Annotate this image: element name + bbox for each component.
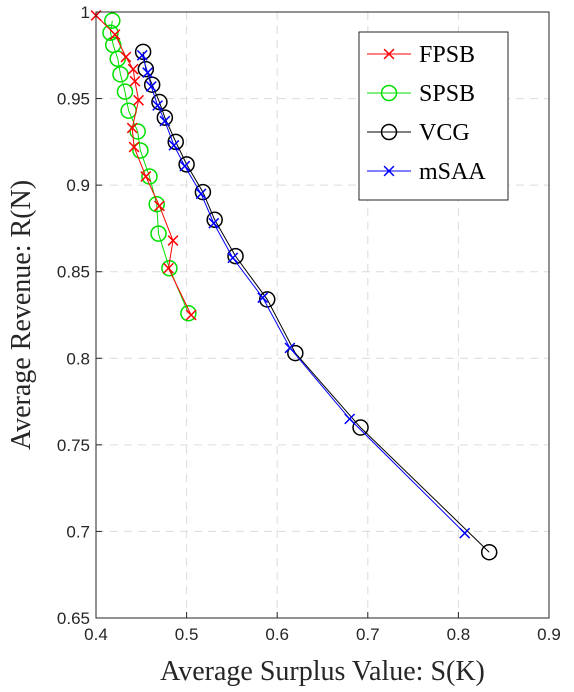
data-point-vcg	[206, 211, 223, 229]
series-msaa	[136, 49, 471, 539]
y-tick-label: 0.75	[57, 436, 90, 455]
data-point-msaa	[227, 252, 239, 264]
data-point-fpsb	[133, 94, 145, 106]
data-point-msaa	[145, 81, 157, 92]
legend-label-vcg: VCG	[419, 120, 470, 146]
data-point-msaa	[179, 160, 191, 172]
data-point-msaa	[168, 139, 180, 151]
data-point-msaa	[142, 67, 154, 79]
data-point-fpsb	[128, 141, 140, 153]
data-point-fpsb	[129, 75, 141, 87]
x-tick-label: 0.7	[356, 625, 380, 644]
y-tick-label: 0.65	[57, 609, 90, 628]
series-spsb	[102, 12, 197, 322]
data-point-fpsb	[167, 235, 179, 246]
legend-marker-msaa	[383, 165, 395, 177]
legend-marker-vcg	[380, 123, 398, 141]
legend-label-fpsb: FPSB	[419, 42, 475, 68]
data-point-fpsb	[109, 29, 121, 40]
legend-entry-fpsb: FPSB	[367, 42, 475, 68]
data-point-msaa	[344, 413, 356, 425]
legend-box	[358, 31, 509, 201]
ticks: 0.4 0.5 0.6 0.7 0.8 0.9 0.65 0.7 0.75 0.8 0.85 0.9 0…	[57, 3, 561, 644]
data-point-fpsb	[126, 122, 138, 134]
x-tick-label: 0.5	[175, 625, 199, 644]
legend-entry-vcg: VCG	[367, 120, 470, 146]
data-point-msaa	[159, 115, 171, 127]
legend-entry-spsb: SPSB	[367, 81, 475, 107]
data-point-vcg	[287, 344, 304, 362]
legend-label-spsb: SPSB	[419, 81, 475, 107]
data-point-msaa	[195, 188, 207, 200]
series-fpsb	[90, 10, 197, 321]
y-tick-label: 1	[81, 3, 90, 22]
y-tick-label: 0.95	[57, 90, 90, 109]
x-tick-label: 0.9	[537, 625, 561, 644]
data-point-spsb	[150, 225, 167, 242]
data-point-spsb	[180, 305, 197, 322]
data-point-msaa	[257, 292, 269, 304]
x-tick-label: 0.4	[84, 625, 108, 644]
x-tick-label: 0.8	[447, 625, 471, 644]
data-point-msaa	[208, 217, 220, 229]
data-point-msaa	[284, 342, 296, 354]
data-point-fpsb	[185, 309, 197, 321]
data-point-msaa	[152, 100, 164, 111]
data-point-msaa	[136, 49, 148, 61]
legend-marker-fpsb	[383, 48, 395, 60]
data-point-spsb	[129, 123, 146, 140]
x-axis-label: Average Surplus Value: S(K)	[160, 656, 485, 687]
data-point-vcg	[194, 183, 212, 201]
x-tick-label: 0.6	[265, 625, 289, 644]
data-point-spsb	[109, 50, 126, 67]
data-point-spsb	[116, 83, 134, 100]
data-point-spsb	[148, 195, 165, 213]
legend-entry-msaa: mSAA	[367, 159, 486, 185]
data-point-fpsb	[127, 63, 139, 75]
data-point-spsb	[132, 142, 149, 159]
data-point-fpsb	[140, 171, 152, 182]
y-tick-label: 0.8	[66, 349, 90, 368]
data-point-spsb	[102, 24, 119, 42]
data-point-msaa	[459, 527, 471, 539]
data-point-fpsb	[120, 51, 132, 63]
plot-frame	[95, 11, 550, 619]
y-tick-label: 0.9	[66, 176, 90, 195]
y-tick-label: 0.7	[66, 522, 90, 541]
legend-label-msaa: mSAA	[419, 159, 486, 185]
legend: FPSB SPSB VCG mSAA	[358, 31, 509, 201]
data-point-fpsb	[163, 262, 174, 274]
data-point-vcg	[137, 60, 155, 78]
data-point-fpsb	[153, 200, 165, 212]
data-point-vcg	[352, 419, 369, 436]
data-point-spsb	[112, 66, 129, 83]
data-point-spsb	[104, 12, 121, 29]
data-point-vcg	[227, 247, 244, 265]
series-line-msaa	[141, 55, 466, 534]
y-tick-label: 0.85	[57, 263, 90, 282]
y-axis-label: Average Revenue: R(N)	[6, 180, 37, 450]
series-line-spsb	[109, 20, 189, 314]
legend-marker-spsb	[380, 84, 398, 102]
data-point-vcg	[480, 543, 498, 561]
data-point-vcg	[178, 156, 195, 173]
series-layer	[90, 10, 498, 561]
data-point-vcg	[156, 109, 174, 126]
